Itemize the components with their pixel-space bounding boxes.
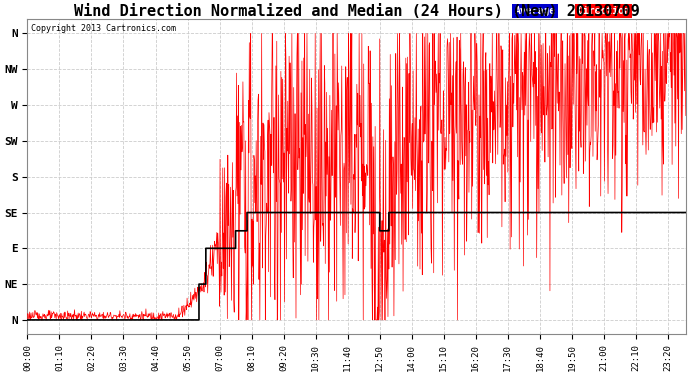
- Text: Direction: Direction: [578, 6, 630, 16]
- Title: Wind Direction Normalized and Median (24 Hours) (New) 20130709: Wind Direction Normalized and Median (24…: [74, 4, 640, 19]
- Text: Copyright 2013 Cartronics.com: Copyright 2013 Cartronics.com: [30, 24, 176, 33]
- Text: Average: Average: [515, 6, 555, 16]
